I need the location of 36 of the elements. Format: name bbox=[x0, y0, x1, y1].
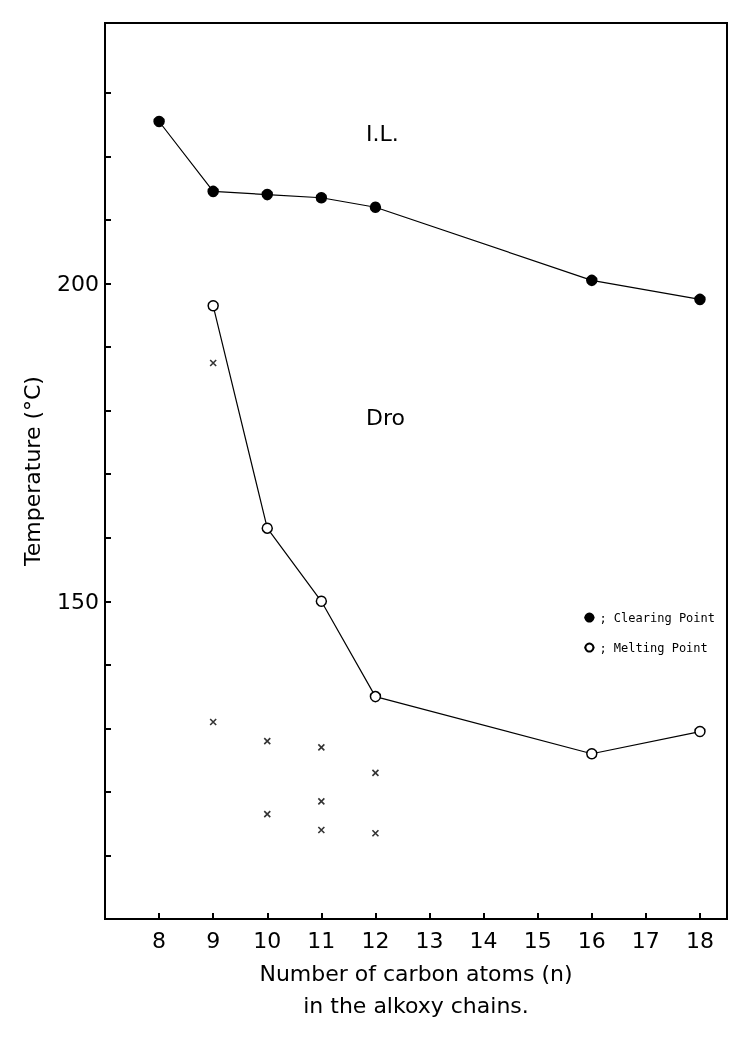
point bbox=[207, 300, 219, 312]
x-tick-label: 15 bbox=[523, 927, 552, 953]
x-tick-label: 10 bbox=[253, 927, 282, 953]
point bbox=[261, 522, 274, 534]
x-tick-label: 11 bbox=[307, 927, 336, 953]
legend-label: ; Clearing Point bbox=[599, 610, 715, 625]
x-tick-label: 17 bbox=[631, 927, 660, 953]
y-tick-label: 200 bbox=[57, 271, 99, 297]
point bbox=[207, 185, 219, 198]
legend-label: ; Melting Point bbox=[599, 640, 708, 655]
x-tick-label: 18 bbox=[685, 927, 714, 953]
point bbox=[369, 201, 382, 214]
point bbox=[369, 690, 382, 703]
point bbox=[317, 797, 326, 806]
annotation: I.L. bbox=[366, 120, 399, 146]
x-axis-title: Number of carbon atoms (n) in the alkoxy chains. bbox=[259, 960, 573, 1018]
x-tick-label: 16 bbox=[577, 927, 606, 953]
x-tick-label: 9 bbox=[206, 927, 221, 953]
x-tick-label: 14 bbox=[469, 927, 498, 953]
point bbox=[261, 188, 274, 201]
x-tick-label: 13 bbox=[415, 927, 444, 953]
x-tick-label: 8 bbox=[152, 927, 167, 953]
point bbox=[315, 192, 328, 204]
point bbox=[209, 359, 217, 367]
point bbox=[317, 743, 326, 752]
point bbox=[315, 595, 328, 608]
point bbox=[153, 115, 165, 128]
point bbox=[586, 274, 598, 287]
point bbox=[694, 293, 706, 306]
y-tick-label: 150 bbox=[57, 588, 99, 614]
point bbox=[694, 725, 706, 738]
x-tick-label: 12 bbox=[361, 927, 390, 953]
annotation: Dro bbox=[366, 404, 405, 430]
y-axis-title: Temperature (°C) bbox=[19, 376, 45, 567]
point bbox=[263, 810, 272, 818]
point bbox=[586, 748, 598, 760]
